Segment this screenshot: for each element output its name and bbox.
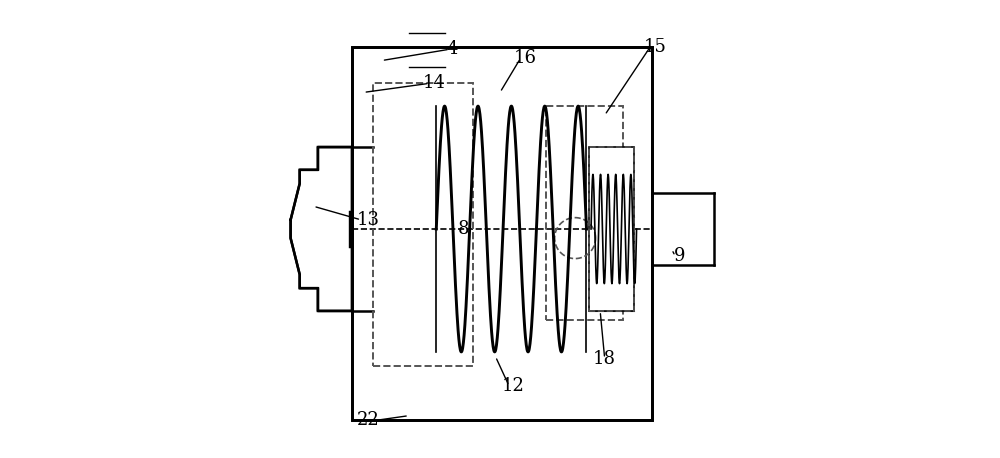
Text: 8: 8: [458, 220, 469, 238]
Text: 15: 15: [643, 38, 666, 56]
Bar: [589, 147, 634, 311]
Text: 22: 22: [357, 411, 379, 429]
Bar: [589, 147, 634, 311]
Polygon shape: [291, 147, 352, 311]
Text: 18: 18: [593, 350, 616, 368]
Text: 12: 12: [502, 377, 525, 395]
Text: 4: 4: [447, 40, 458, 58]
Text: 13: 13: [356, 211, 379, 229]
Text: 14: 14: [423, 74, 445, 93]
Bar: [546, 106, 623, 320]
Text: 9: 9: [674, 247, 686, 265]
Bar: [352, 47, 652, 420]
Text: 16: 16: [514, 49, 537, 67]
Bar: [352, 47, 652, 420]
Bar: [373, 83, 473, 365]
